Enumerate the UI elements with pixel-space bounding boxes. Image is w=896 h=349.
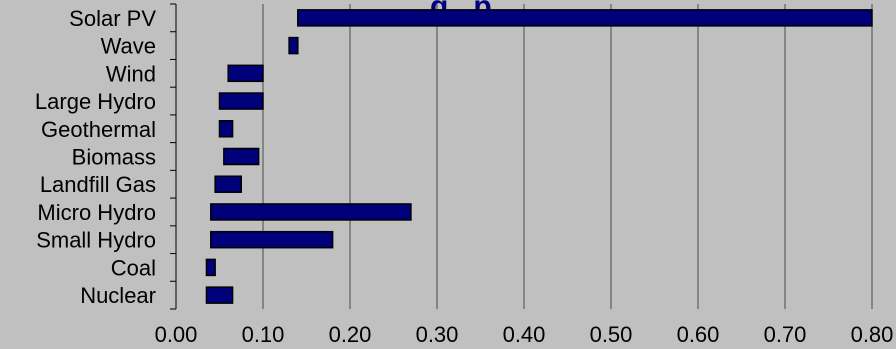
bar [288,36,299,55]
y-axis [170,3,177,310]
x-tick-label: 0.10 [242,322,285,347]
x-tick-label: 0.60 [677,322,720,347]
category-label: Nuclear [80,283,156,308]
x-tick-label: 0.70 [764,322,807,347]
category-label: Coal [111,255,156,280]
category-label: Biomass [72,145,156,170]
category-label: Small Hydro [36,228,156,253]
x-tick-labels: 0.00 0.10 0.20 0.30 0.40 0.50 0.60 0.70 0.80 [155,322,894,347]
x-tick-label: 0.50 [590,322,633,347]
bar [223,147,260,166]
grid-lines [262,4,873,309]
x-tick-label: 0.80 [851,322,894,347]
x-tick-label: 0.00 [155,322,198,347]
bar [227,64,264,83]
bar [210,230,334,249]
category-label: Wave [101,34,156,59]
x-tick-label: 0.40 [503,322,546,347]
bar [210,203,412,221]
bars [205,9,873,304]
bar [297,9,873,27]
category-label: Geothermal [41,117,156,142]
bar [218,120,234,138]
category-label: Landfill Gas [40,172,156,197]
bar [218,92,264,110]
bar [205,286,234,304]
bar [205,258,216,277]
bar [214,175,242,193]
x-tick-label: 0.30 [416,322,459,347]
category-label: Micro Hydro [37,200,156,225]
category-label: Wind [106,61,156,86]
category-label: Solar PV [69,6,156,31]
category-label: Large Hydro [35,89,156,114]
x-tick-label: 0.20 [329,322,372,347]
